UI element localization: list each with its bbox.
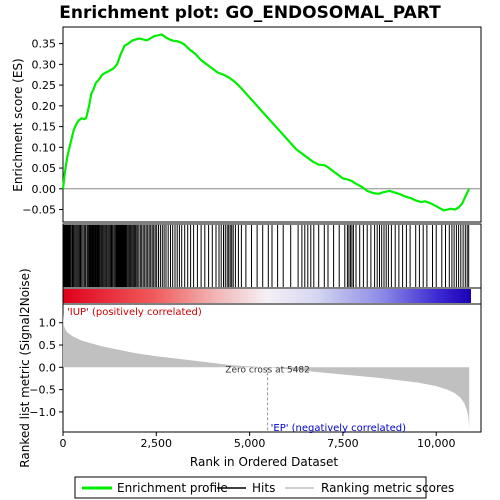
es-y-axis-label: Enrichment score (ES) xyxy=(11,58,25,191)
metric-y-ticks: −1.0 −0.5 0.0 0.5 1.0 xyxy=(29,317,63,419)
zero-cross-label: Zero cross at 5482 xyxy=(225,365,310,375)
metric-y-axis-label: Ranked list metric (Signal2Noise) xyxy=(18,268,32,467)
es-tick-label: 0.35 xyxy=(32,38,57,51)
es-tick-label: 0.30 xyxy=(32,58,57,71)
rank-color-bar xyxy=(62,287,482,305)
hits-panel xyxy=(62,223,482,289)
rank-gradient xyxy=(63,289,471,303)
x-tick-label: 2,500 xyxy=(141,437,173,450)
metric-x-ticks: 0 2,500 5,000 7,500 10,000 xyxy=(60,432,456,450)
positive-correlation-label: 'IUP' (positively correlated) xyxy=(67,307,202,318)
es-tick-label: −0.05 xyxy=(22,204,56,217)
metric-y-tick-label: 0.0 xyxy=(39,361,57,374)
es-tick-label: 0.20 xyxy=(32,100,57,113)
metric-panel: −1.0 −0.5 0.0 0.5 1.0 0 2,500 5,000 7,500 10,000… xyxy=(18,268,482,469)
x-tick-label: 5,000 xyxy=(234,437,266,450)
es-y-ticks: −0.05 0.00 0.05 0.10 0.15 0.20 0.25 0.30 0.35 xyxy=(22,38,63,217)
x-axis-label: Rank in Ordered Dataset xyxy=(190,455,338,469)
legend-ranking-label: Ranking metric scores xyxy=(321,481,454,495)
x-tick-label: 0 xyxy=(60,437,67,450)
es-tick-label: 0.25 xyxy=(32,79,57,92)
legend-hits-label: Hits xyxy=(252,481,275,495)
es-tick-label: 0.15 xyxy=(32,121,57,134)
es-curve-layer xyxy=(61,33,471,212)
legend-frame xyxy=(74,476,427,499)
es-panel-frame xyxy=(62,26,482,223)
metric-area-layer xyxy=(63,312,470,428)
metric-y-tick-label: −1.0 xyxy=(29,406,56,419)
es-tick-label: 0.05 xyxy=(32,162,57,175)
metric-y-tick-label: −0.5 xyxy=(29,384,56,397)
enrichment-profile-line xyxy=(61,33,471,212)
ranking-metric-area xyxy=(63,312,470,428)
hit-lines xyxy=(62,225,470,287)
metric-y-tick-label: 0.5 xyxy=(39,339,57,352)
x-tick-label: 7,500 xyxy=(327,437,359,450)
negative-correlation-label: 'EP' (negatively correlated) xyxy=(271,423,406,434)
legend-enrichment-label: Enrichment profile xyxy=(117,481,228,495)
x-tick-label: 10,000 xyxy=(417,437,456,450)
es-tick-label: 0.00 xyxy=(32,183,57,196)
legend: Enrichment profile Hits Ranking metric s… xyxy=(74,476,454,499)
chart-title: Enrichment plot: GO_ENDOSOMAL_PART xyxy=(59,3,441,23)
metric-y-tick-label: 1.0 xyxy=(39,317,57,330)
es-tick-label: 0.10 xyxy=(32,141,57,154)
es-panel: −0.05 0.00 0.05 0.10 0.15 0.20 0.25 0.30 0.35 En… xyxy=(11,26,482,223)
